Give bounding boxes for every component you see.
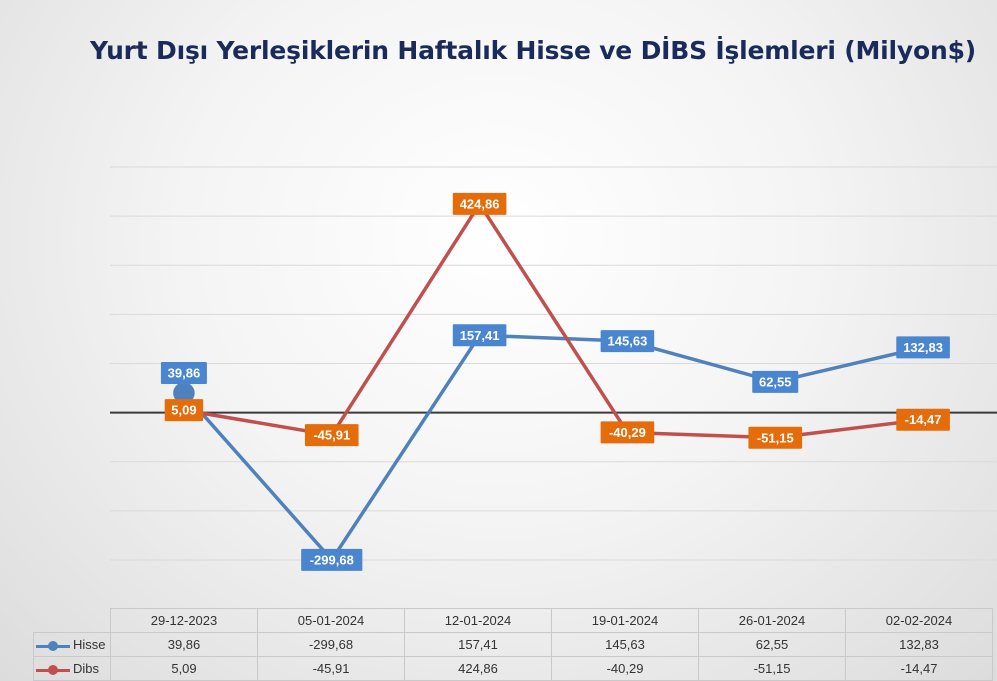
table-cell: -299,68 (257, 632, 405, 657)
data-label-box (452, 324, 507, 347)
data-label-box (164, 399, 204, 422)
data-label-box (304, 424, 359, 447)
table-cell: 62,55 (698, 632, 846, 657)
category-label: 02-02-2024 (845, 608, 993, 633)
data-label-dibs: -51,15 (748, 426, 803, 449)
chart-title: Yurt Dışı Yerleşiklerin Haftalık Hisse v… (89, 36, 977, 65)
data-label-text: -299,68 (310, 552, 354, 567)
table-cell: -51,15 (698, 656, 846, 681)
data-label-dibs: 5,09 (164, 399, 204, 422)
legend-label: Hisse (73, 637, 106, 652)
table-cell: 5,09 (110, 656, 258, 681)
data-label-text: 39,86 (168, 366, 201, 381)
data-label-box (896, 408, 950, 431)
table-cell: 132,83 (845, 632, 993, 657)
legend-label: Dibs (73, 661, 100, 676)
table-cell: 145,63 (551, 632, 699, 657)
data-label-hisse: -299,68 (301, 548, 363, 571)
data-label-text: -51,15 (757, 430, 794, 445)
data-label-text: -40,29 (609, 425, 646, 440)
category-label: 19-01-2024 (551, 608, 699, 633)
data-label-dibs: 424,86 (452, 192, 507, 215)
legend-key-dibs (36, 664, 70, 675)
gridlines (110, 166, 997, 561)
data-label-hisse: 62,55 (752, 370, 799, 393)
data-table: 29-12-2023 05-01-2024 12-01-2024 19-01-2… (33, 608, 993, 681)
data-label-box (301, 548, 363, 571)
table-cell: -14,47 (845, 656, 993, 681)
data-label-text: -14,47 (905, 412, 942, 427)
data-label-text: 5,09 (171, 403, 196, 418)
data-labels: 39,86 -299,68 157,41 145,63 62,55 132,83 5,09 -… (160, 192, 950, 571)
category-label: 29-12-2023 (110, 608, 258, 633)
data-label-box (600, 330, 655, 353)
data-label-dibs: -45,91 (304, 424, 359, 447)
data-label-box (452, 192, 507, 215)
data-label-box (896, 336, 950, 359)
data-label-text: 132,83 (903, 340, 943, 355)
data-label-dibs: -14,47 (896, 408, 950, 431)
legend-entry-dibs: Dibs (33, 656, 111, 681)
data-label-hisse: 157,41 (452, 324, 507, 347)
legend-key-hisse (36, 640, 70, 651)
data-label-box (752, 370, 799, 393)
data-label-box (600, 421, 655, 444)
data-table-row-hisse: Hisse 39,86 -299,68 157,41 145,63 62,55 … (33, 632, 993, 657)
series-line-hisse (182, 333, 924, 562)
data-label-box (748, 426, 803, 449)
data-label-text: 145,63 (608, 334, 648, 349)
category-label: 26-01-2024 (698, 608, 846, 633)
table-cell: 424,86 (404, 656, 552, 681)
data-label-box (160, 362, 207, 385)
data-label-hisse: 145,63 (600, 330, 655, 353)
series-markers (173, 193, 934, 571)
data-label-hisse: 132,83 (896, 336, 950, 359)
series-line-dibs (183, 202, 924, 440)
table-cell: -40,29 (551, 656, 699, 681)
data-label-text: -45,91 (313, 428, 350, 443)
data-label-text: 157,41 (460, 328, 500, 343)
data-label-hisse: 39,86 (160, 362, 207, 385)
table-cell: 157,41 (404, 632, 552, 657)
table-cell: -45,91 (257, 656, 405, 681)
data-table-corner (33, 608, 111, 633)
data-label-text: 62,55 (759, 374, 792, 389)
table-cell: 39,86 (110, 632, 258, 657)
data-label-text: 424,86 (460, 196, 500, 211)
data-table-header-row: 29-12-2023 05-01-2024 12-01-2024 19-01-2… (33, 608, 993, 633)
category-label: 05-01-2024 (257, 608, 405, 633)
series-lines (182, 202, 924, 562)
category-label: 12-01-2024 (404, 608, 552, 633)
legend-entry-hisse: Hisse (33, 632, 111, 657)
data-table-row-dibs: Dibs 5,09 -45,91 424,86 -40,29 -51,15 -1… (33, 656, 993, 681)
data-label-dibs: -40,29 (600, 421, 655, 444)
